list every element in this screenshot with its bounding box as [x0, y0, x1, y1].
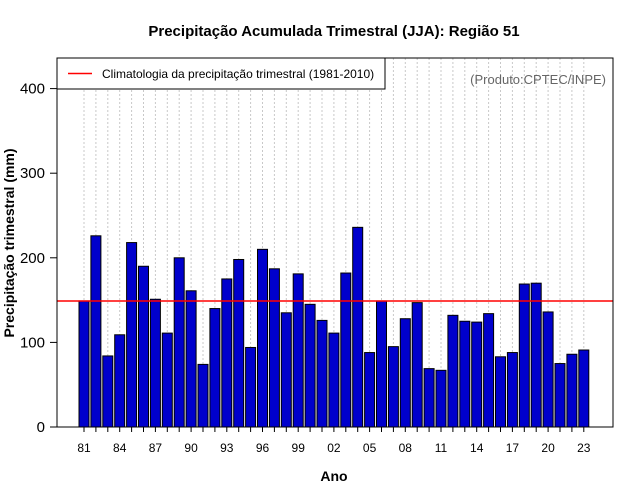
x-tick-label: 14 [470, 441, 484, 455]
bar-1983 [102, 355, 114, 428]
bar-2022 [566, 353, 578, 428]
x-tick-label: 02 [327, 441, 341, 455]
y-axis-label: Precipitação trimestral (mm) [1, 148, 17, 337]
bar-2009 [411, 302, 423, 428]
legend: Climatologia da precipitação trimestral … [56, 57, 386, 90]
bar-1981 [78, 300, 90, 428]
bar-2021 [554, 363, 566, 428]
bar-1994 [233, 258, 245, 428]
bar-1991 [197, 363, 209, 428]
x-tick-label: 99 [292, 441, 306, 455]
bar-2004 [352, 226, 364, 428]
bar-2000 [304, 303, 316, 428]
bar-2014 [471, 321, 483, 428]
bar-1999 [292, 273, 304, 428]
bar-2019 [530, 282, 542, 428]
bar-1989 [173, 257, 185, 428]
bar-2020 [542, 311, 554, 428]
bar-2008 [399, 318, 411, 428]
x-tick-label: 87 [149, 441, 163, 455]
source-note: (Produto:CPTEC/INPE) [470, 72, 606, 87]
bar-1997 [268, 268, 280, 428]
x-tick-label: 23 [577, 441, 591, 455]
bar-2011 [435, 369, 447, 428]
bar-2023 [578, 349, 590, 428]
bar-2015 [483, 313, 495, 428]
x-tick-label: 20 [541, 441, 555, 455]
bar-1984 [114, 334, 126, 428]
bar-2001 [316, 319, 328, 428]
x-tick-label: 84 [113, 441, 127, 455]
bar-2010 [423, 368, 435, 428]
bar-1995 [245, 346, 257, 428]
x-tick-label: 93 [220, 441, 234, 455]
bars [78, 226, 590, 428]
bar-1992 [209, 308, 221, 428]
bar-1985 [126, 242, 138, 428]
bar-2017 [506, 352, 518, 428]
bar-1996 [257, 248, 268, 428]
x-tick-label: 11 [435, 441, 448, 455]
bar-2016 [495, 356, 506, 428]
x-axis-label: Ano [320, 468, 347, 484]
bar-1988 [161, 332, 173, 428]
x-tick-label: 17 [506, 441, 520, 455]
bar-1998 [280, 312, 292, 428]
bar-2002 [328, 332, 340, 428]
chart-title: Precipitação Acumulada Trimestral (JJA):… [148, 23, 519, 40]
x-tick-label: 05 [363, 441, 377, 455]
grid-lines [83, 58, 585, 427]
y-tick-label: 100 [20, 334, 45, 351]
x-tick-label: 81 [77, 441, 91, 455]
y-tick-label: 300 [20, 165, 45, 182]
bar-2013 [459, 320, 471, 428]
bar-2007 [387, 346, 399, 428]
y-tick-label: 400 [20, 81, 45, 98]
bar-2003 [340, 272, 352, 428]
y-tick-label: 200 [20, 250, 45, 267]
x-axis: 81 84 87 90 93 96 99 02 05 08 11 14 17 20 23 [77, 427, 591, 455]
x-tick-label: 96 [256, 441, 270, 455]
bar-2005 [364, 352, 376, 428]
y-tick-label: 0 [37, 419, 45, 436]
bar-2018 [518, 283, 530, 428]
legend-box [56, 57, 386, 90]
bar-1990 [185, 290, 197, 428]
bar-1982 [90, 235, 102, 428]
bar-1987 [149, 298, 161, 428]
bar-2012 [447, 314, 459, 428]
x-tick-label: 90 [184, 441, 198, 455]
y-axis: 0 100 200 300 400 [20, 81, 57, 436]
legend-label: Climatologia da precipitação trimestral … [102, 67, 374, 81]
bar-2006 [376, 300, 387, 428]
bar-1986 [138, 265, 149, 428]
x-tick-label: 08 [399, 441, 413, 455]
